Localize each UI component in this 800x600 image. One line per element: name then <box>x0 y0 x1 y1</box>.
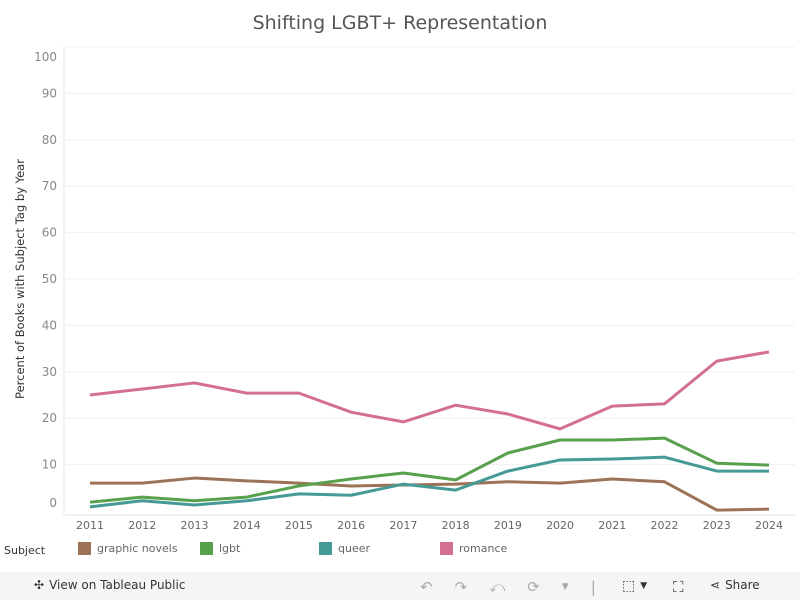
redo-icon[interactable]: ↷ <box>454 578 468 596</box>
legend-title: Subject <box>4 544 46 557</box>
y-tick-label: 70 <box>42 179 57 193</box>
revert-icon[interactable]: ⤺ <box>489 578 506 596</box>
series-line-lgbt <box>89 436 770 504</box>
x-tick-label: 2018 <box>442 519 470 532</box>
legend-label: lgbt <box>219 542 241 555</box>
x-tick-label: 2023 <box>703 519 731 532</box>
x-tick-label: 2024 <box>755 519 783 532</box>
legend: Subject graphic novels lgbt queer romanc… <box>0 542 800 562</box>
y-tick-label: 10 <box>42 458 57 472</box>
x-tick-label: 2013 <box>180 519 208 532</box>
x-tick-label: 2020 <box>546 519 574 532</box>
series-line-romance <box>89 350 770 431</box>
x-tick-label: 2021 <box>598 519 626 532</box>
download-icon: ⬚ <box>622 578 636 594</box>
fullscreen-icon: ⛶ <box>673 578 684 596</box>
fullscreen-button[interactable]: ⛶ <box>673 578 684 596</box>
y-tick-label: 40 <box>42 318 57 332</box>
y-tick-label: 30 <box>42 365 57 379</box>
legend-label: queer <box>338 542 371 555</box>
divider: | <box>590 578 596 596</box>
view-on-tableau-button[interactable]: ✣ View on Tableau Public <box>34 578 185 592</box>
legend-item-graphic-novels[interactable]: graphic novels <box>78 542 178 555</box>
share-button[interactable]: ⋖ Share <box>710 578 760 592</box>
y-tick-label: 50 <box>42 272 57 286</box>
legend-swatch <box>200 542 213 555</box>
legend-swatch <box>78 542 91 555</box>
x-tick-label: 2014 <box>233 519 261 532</box>
tableau-toolbar: ✣ View on Tableau Public ↶ ↷ ⤺ ⟳ ▼ | ⬚ ▼ … <box>0 572 800 600</box>
view-label: View on Tableau Public <box>49 578 186 592</box>
share-icon: ⋖ <box>710 578 721 592</box>
y-tick-label: 60 <box>42 226 57 240</box>
refresh-icon[interactable]: ⟳ <box>527 578 540 596</box>
x-tick-label: 2017 <box>389 519 417 532</box>
y-tick-label: 80 <box>42 133 57 147</box>
legend-item-romance[interactable]: romance <box>440 542 507 555</box>
legend-label: romance <box>459 542 508 555</box>
series-line-graphic-novels <box>90 476 770 512</box>
pause-dropdown-icon[interactable]: ▼ <box>561 582 569 592</box>
legend-swatch <box>440 542 453 555</box>
download-button[interactable]: ⬚ ▼ <box>622 578 647 594</box>
legend-item-lgbt[interactable]: lgbt <box>200 542 240 555</box>
x-tick-label: 2016 <box>337 519 365 532</box>
legend-label: graphic novels <box>97 542 178 555</box>
x-tick-label: 2012 <box>128 519 156 532</box>
chevron-down-icon: ▼ <box>640 581 648 591</box>
x-tick-label: 2015 <box>285 519 313 532</box>
undo-icon[interactable]: ↶ <box>420 578 433 596</box>
x-tick-label: 2019 <box>494 519 522 532</box>
tableau-logo-icon: ✣ <box>34 578 45 592</box>
y-tick-label: 90 <box>42 86 57 100</box>
y-axis-title: Percent of Books with Subject Tag by Yea… <box>13 159 27 399</box>
chart-title: Shifting LGBT+ Representation <box>252 12 548 34</box>
y-tick-label: 100 <box>34 50 57 64</box>
x-tick-label: 2011 <box>76 519 104 532</box>
y-tick-label: 20 <box>42 411 57 425</box>
line-chart: 0 10 20 30 40 50 60 70 80 90 100 2011 2012 2013 2014 20… <box>13 46 795 532</box>
legend-swatch <box>319 542 332 555</box>
share-label: Share <box>725 578 760 592</box>
series-line-queer <box>89 455 769 509</box>
y-tick-label: 0 <box>49 496 57 510</box>
legend-item-queer[interactable]: queer <box>319 542 370 555</box>
x-tick-label: 2022 <box>651 519 679 532</box>
